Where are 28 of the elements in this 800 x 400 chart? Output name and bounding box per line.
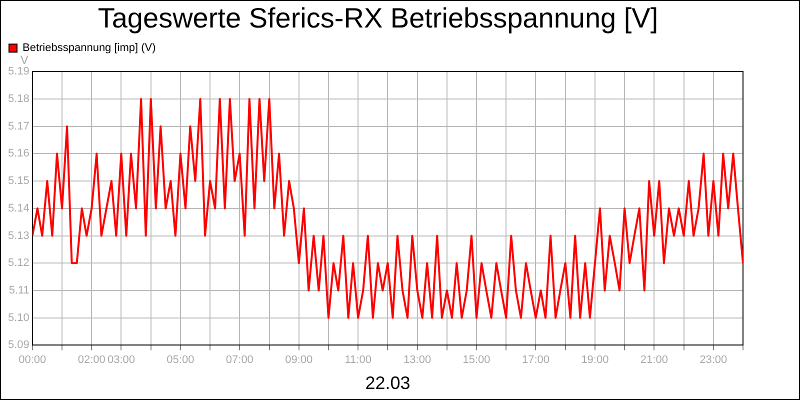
x-tick-label: 19:00 (581, 354, 609, 366)
y-tick-label: 5.19 (8, 66, 30, 78)
x-tick-label: 09:00 (285, 354, 313, 366)
x-tick-label: 03:00 (107, 354, 135, 366)
x-tick-label: 05:00 (166, 354, 194, 366)
legend-label: Betriebsspannung [imp] (V) (22, 42, 156, 54)
y-tick-label: 5.11 (8, 284, 30, 297)
y-tick-label: 5.09 (8, 339, 30, 352)
x-tick-label: 07:00 (226, 354, 254, 366)
x-tick-label: 21:00 (640, 354, 668, 366)
y-axis-title: V (20, 52, 28, 67)
x-tick-label: 02:00 (78, 354, 106, 366)
y-tick-label: 5.13 (8, 230, 30, 242)
x-tick-label: 11:00 (344, 354, 372, 366)
y-tick-label: 5.18 (8, 92, 30, 105)
x-tick-label: 17:00 (522, 354, 550, 366)
x-tick-label: 00:00 (18, 354, 46, 366)
x-tick-label: 23:00 (700, 354, 728, 366)
y-tick-label: 5.14 (8, 202, 30, 214)
x-axis-title: 22.03 (365, 373, 410, 394)
y-tick-label: 5.17 (8, 120, 30, 132)
x-tick-label: 13:00 (404, 354, 432, 366)
y-tick-label: 5.10 (8, 312, 30, 324)
y-tick-label: 5.15 (8, 175, 30, 188)
y-tick-label: 5.12 (8, 257, 30, 270)
x-tick-label: 15:00 (462, 354, 490, 366)
y-tick-label: 5.16 (8, 148, 30, 160)
chart-title: Tageswerte Sferics-RX Betriebsspannung [V] (98, 2, 658, 34)
